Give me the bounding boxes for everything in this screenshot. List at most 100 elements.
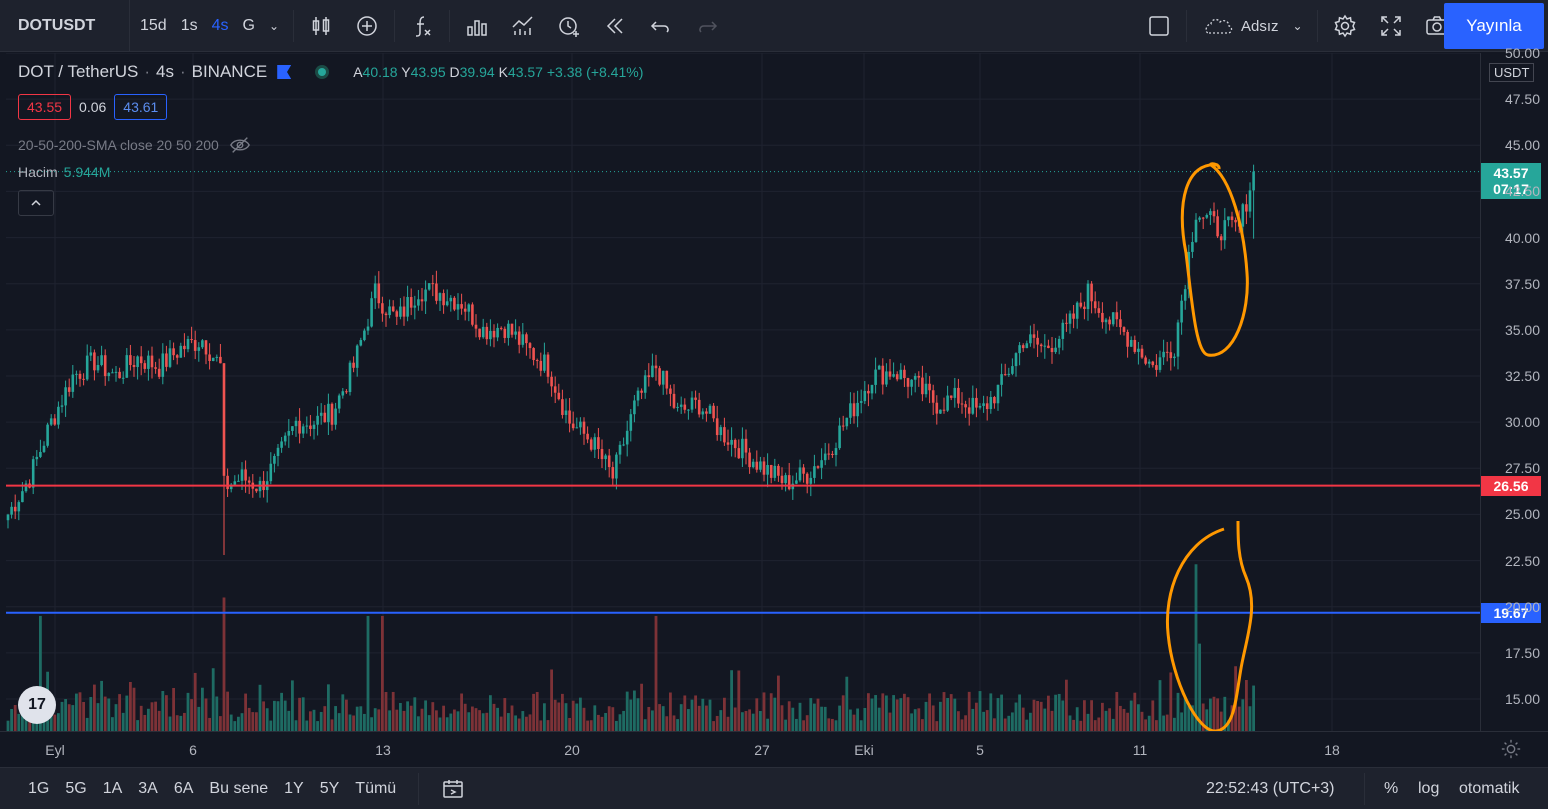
chart-pane[interactable] xyxy=(6,53,1480,731)
indicators-icon[interactable] xyxy=(454,0,500,52)
volume-bar xyxy=(773,697,777,731)
volume-bar xyxy=(975,702,978,731)
indicator-legend[interactable]: 20-50-200-SMA close 20 50 200 xyxy=(18,134,251,156)
collapse-legend-button[interactable] xyxy=(18,190,54,216)
redo-icon[interactable] xyxy=(684,0,730,52)
candle xyxy=(777,465,780,476)
volume-bar xyxy=(1007,715,1011,731)
volume-bar xyxy=(820,706,823,731)
candle xyxy=(1097,308,1101,313)
candle xyxy=(60,405,64,407)
volume-legend[interactable]: Hacim 5.944M xyxy=(18,164,110,180)
candle xyxy=(219,356,222,364)
candle xyxy=(283,435,287,442)
candle xyxy=(107,373,111,377)
log-toggle[interactable]: log xyxy=(1418,779,1440,797)
candle xyxy=(1173,356,1176,359)
candle xyxy=(409,297,413,308)
range-1y[interactable]: 1Y xyxy=(284,779,304,797)
add-indicator-icon[interactable] xyxy=(344,0,390,52)
range-bu-sene[interactable]: Bu sene xyxy=(209,779,269,797)
alert-clock-icon[interactable] xyxy=(546,0,592,52)
tradingview-logo-icon[interactable]: 17 xyxy=(18,686,56,724)
volume-bar xyxy=(586,720,589,731)
candle xyxy=(165,353,168,367)
interval-1s[interactable]: 1s xyxy=(180,16,198,34)
range-5y[interactable]: 5Y xyxy=(319,779,340,797)
volume-bar xyxy=(877,707,881,731)
time-axis[interactable]: Eyl 6 13 20 27 Eki 5 11 18 xyxy=(0,731,1548,767)
interval-g[interactable]: G xyxy=(242,16,255,34)
volume-bar xyxy=(1025,719,1029,731)
price-chart[interactable] xyxy=(6,53,1480,731)
candle xyxy=(838,425,841,449)
volume-bar xyxy=(582,707,586,731)
range-6a[interactable]: 6A xyxy=(173,779,194,797)
candle xyxy=(787,475,791,490)
clock[interactable]: 22:52:43 (UTC+3) xyxy=(1206,779,1335,797)
pair-name[interactable]: DOT / TetherUS xyxy=(18,62,139,81)
candle xyxy=(1003,374,1007,376)
candle xyxy=(773,465,777,478)
price-axis[interactable]: USDT 43.57 07:17 26.56 19.67 50.00 47.50 4… xyxy=(1480,45,1548,731)
replay-icon[interactable] xyxy=(592,0,638,52)
volume-bar xyxy=(208,717,211,731)
auto-scale-toggle[interactable]: otomatik xyxy=(1459,779,1520,797)
range-3a[interactable]: 3A xyxy=(138,779,158,797)
interval-15d[interactable]: 15d xyxy=(140,16,167,34)
gear-icon[interactable] xyxy=(1322,0,1368,52)
divider xyxy=(394,9,396,42)
candle xyxy=(733,439,737,449)
buy-price[interactable]: 43.61 xyxy=(114,94,168,120)
publish-button[interactable]: Yayınla xyxy=(1444,3,1544,49)
expand-icon[interactable] xyxy=(1368,0,1414,52)
eye-hidden-icon[interactable] xyxy=(229,134,251,156)
volume-bar xyxy=(906,697,910,731)
range-5g[interactable]: 5G xyxy=(65,779,87,797)
volume-bar xyxy=(622,710,625,731)
volume-bar xyxy=(39,615,42,731)
range-1g[interactable]: 1G xyxy=(28,779,50,797)
volume-bar xyxy=(1151,700,1155,731)
goto-date-icon[interactable] xyxy=(441,777,465,801)
time-tick: 6 xyxy=(189,742,197,758)
volume-bar xyxy=(341,694,345,731)
candle xyxy=(636,390,640,401)
candle xyxy=(424,289,427,302)
candle xyxy=(859,401,863,403)
interval-4s[interactable]: 4s xyxy=(211,16,229,34)
symbol-search-button[interactable]: DOTUSDT xyxy=(0,0,130,52)
range-tümü[interactable]: Tümü xyxy=(355,779,397,797)
candles-icon[interactable] xyxy=(298,0,344,52)
volume-bar xyxy=(193,672,197,731)
gear-icon[interactable] xyxy=(1500,738,1522,765)
chevron-down-icon[interactable]: ⌄ xyxy=(268,18,280,33)
candle xyxy=(352,362,355,368)
candle xyxy=(287,430,291,436)
fullscreen-square-icon[interactable] xyxy=(1136,0,1182,52)
volume-bar xyxy=(672,715,676,731)
candle xyxy=(643,375,647,393)
candle xyxy=(1176,322,1180,357)
candle xyxy=(186,339,190,350)
undo-icon[interactable] xyxy=(638,0,684,52)
flag-icon[interactable] xyxy=(277,65,292,79)
volume-bar xyxy=(863,707,867,731)
candle xyxy=(1093,301,1097,309)
candle xyxy=(931,390,935,403)
range-1a[interactable]: 1A xyxy=(102,779,123,797)
volume-bar xyxy=(179,715,183,731)
currency-label[interactable]: USDT xyxy=(1489,63,1535,82)
compare-icon[interactable] xyxy=(500,0,546,52)
percent-toggle[interactable]: % xyxy=(1384,779,1399,797)
candle xyxy=(654,365,658,369)
sell-price[interactable]: 43.55 xyxy=(18,94,72,120)
candle xyxy=(301,426,305,434)
candle xyxy=(330,403,334,425)
layout-name-button[interactable]: Adsız ⌄ xyxy=(1191,0,1313,52)
volume-bar xyxy=(705,705,708,731)
candle xyxy=(381,303,384,314)
volume-bar xyxy=(827,718,831,731)
function-icon[interactable] xyxy=(399,0,445,52)
candle xyxy=(795,480,798,484)
